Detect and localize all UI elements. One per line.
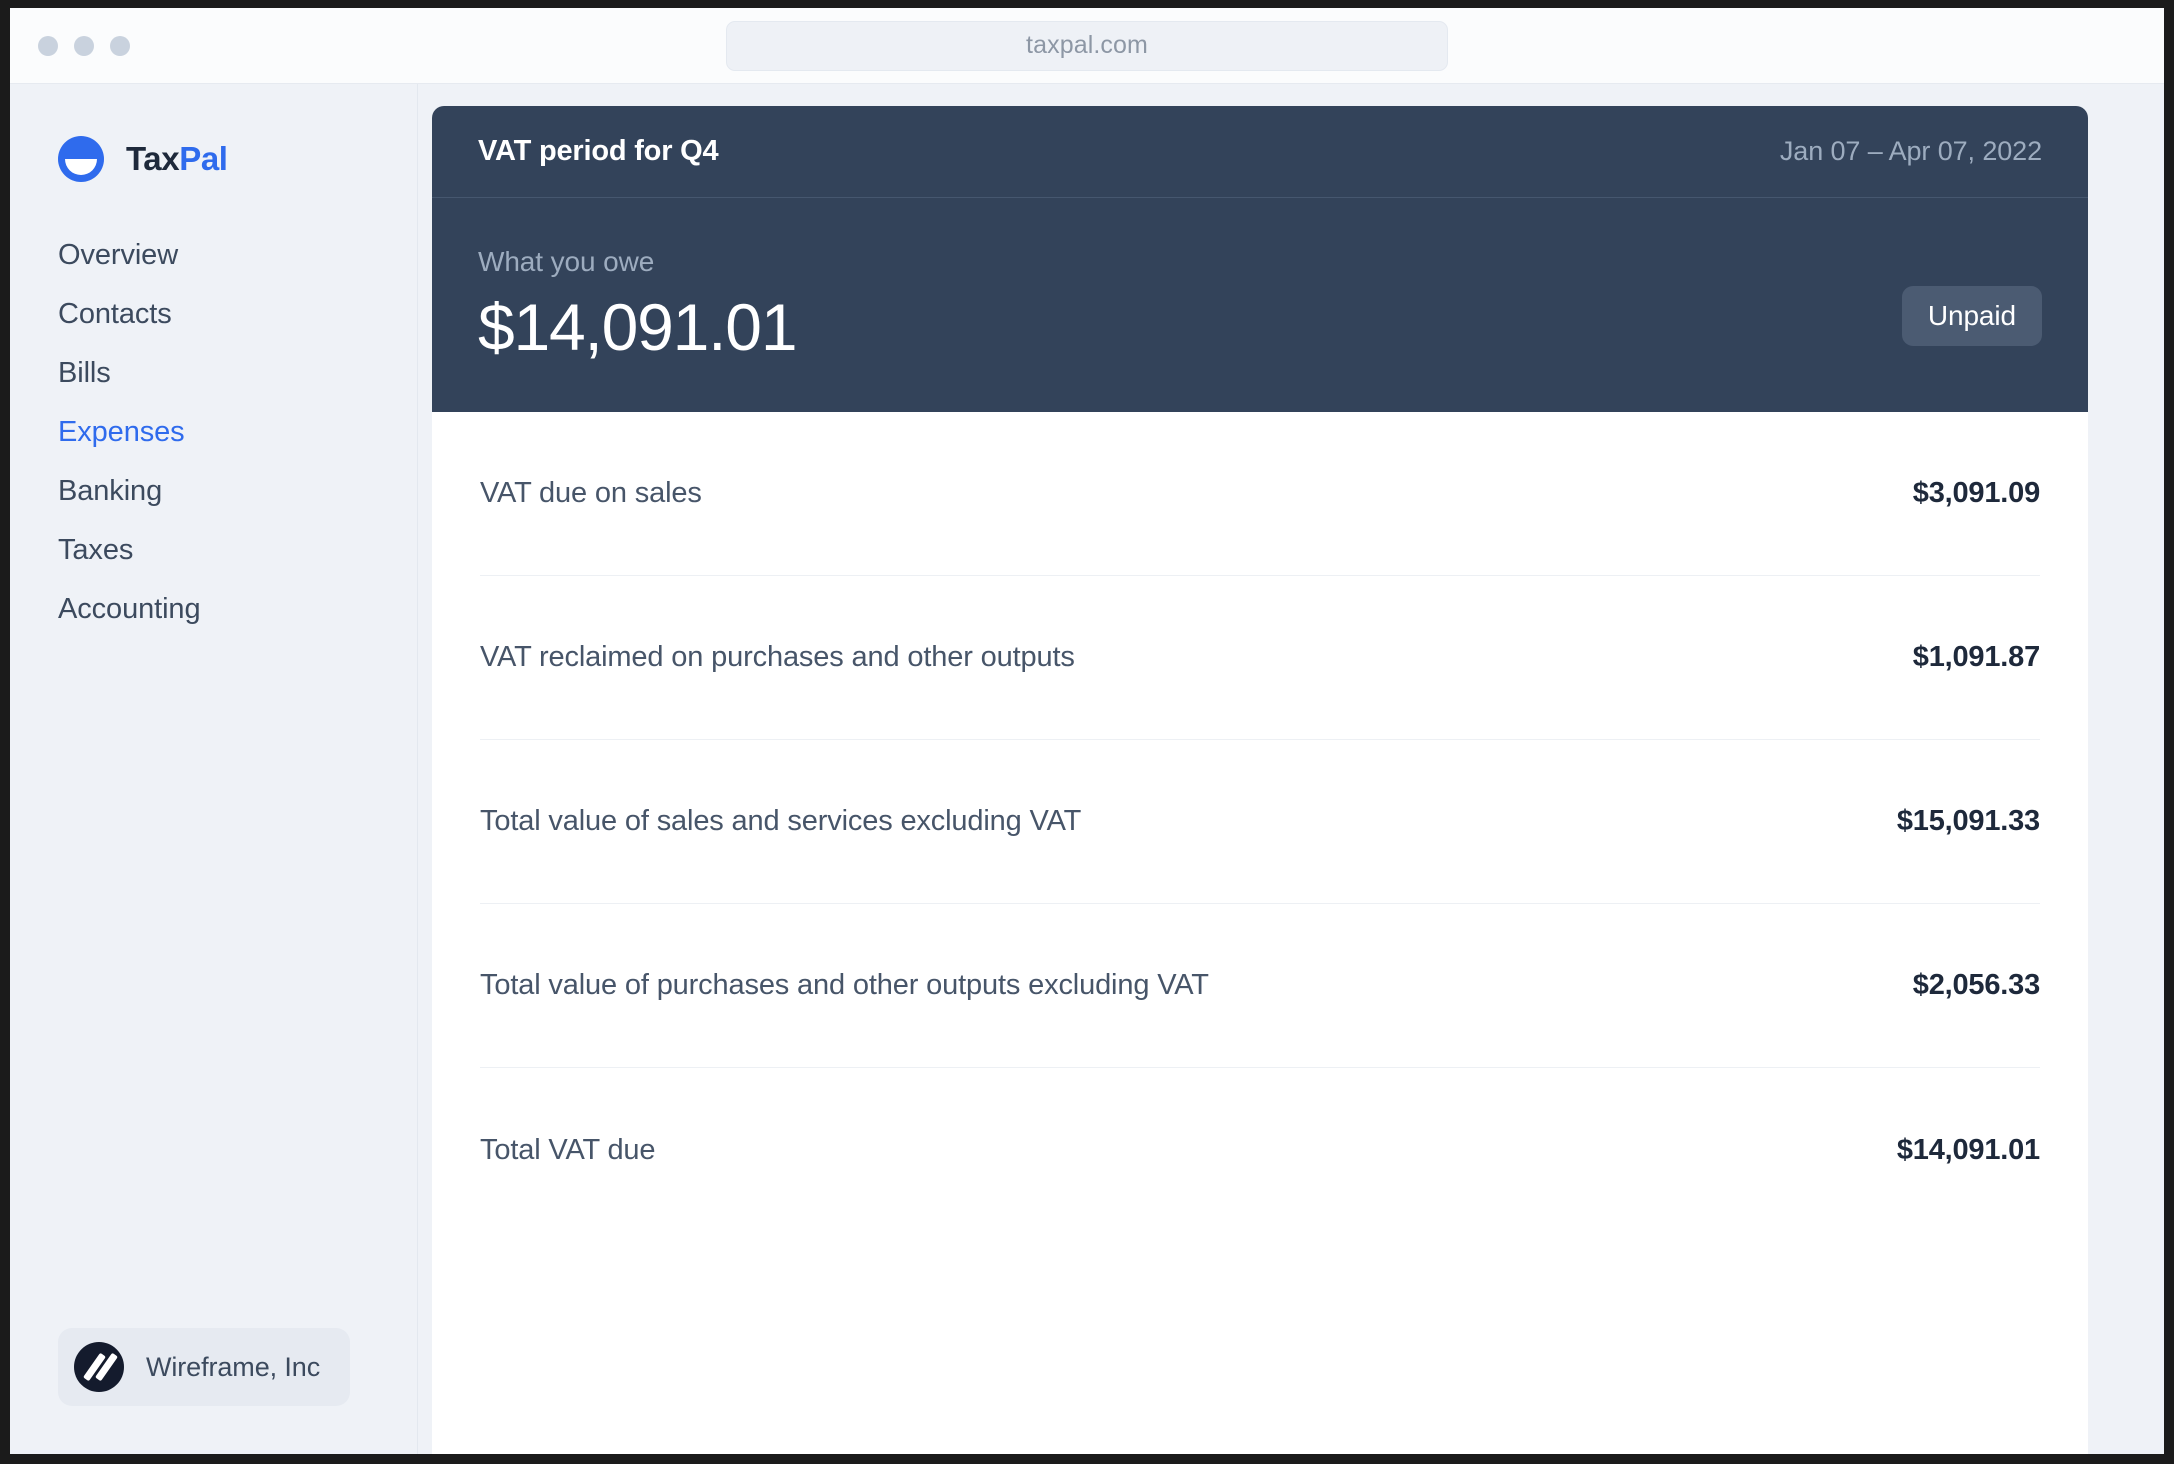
org-switcher[interactable]: Wireframe, Inc xyxy=(58,1328,351,1406)
maximize-window-icon[interactable] xyxy=(110,35,130,56)
row-label: VAT reclaimed on purchases and other out… xyxy=(480,641,1075,673)
vat-owed-block: What you owe $14,091.01 xyxy=(478,246,798,364)
table-row: Total VAT due $14,091.01 xyxy=(480,1068,2040,1232)
vat-date-range: Jan 07 – Apr 07, 2022 xyxy=(1779,136,2042,166)
sidebar-item-accounting[interactable]: Accounting xyxy=(58,593,201,625)
main-content: VAT period for Q4 Jan 07 – Apr 07, 2022 … xyxy=(418,84,2164,1454)
browser-window: taxpal.com TaxPal Overview Contacts Bill… xyxy=(10,8,2164,1454)
page-title: VAT period for Q4 xyxy=(478,135,719,167)
sidebar-item-banking[interactable]: Banking xyxy=(58,475,163,507)
vat-card-header: VAT period for Q4 Jan 07 – Apr 07, 2022 xyxy=(432,106,2088,198)
row-label: Total value of purchases and other outpu… xyxy=(480,969,1209,1001)
owed-label: What you owe xyxy=(478,246,655,277)
app-body: TaxPal Overview Contacts Bills Expenses … xyxy=(10,84,2164,1454)
row-value: $15,091.33 xyxy=(1896,805,2040,837)
brand-name-tax: Tax xyxy=(126,140,180,177)
vat-period-card: VAT period for Q4 Jan 07 – Apr 07, 2022 … xyxy=(432,106,2088,1454)
sidebar: TaxPal Overview Contacts Bills Expenses … xyxy=(10,84,418,1454)
sidebar-item-contacts[interactable]: Contacts xyxy=(58,298,172,330)
window-traffic-lights xyxy=(38,35,130,56)
vat-summary: What you owe $14,091.01 Unpaid xyxy=(432,198,2088,412)
sidebar-item-expenses[interactable]: Expenses xyxy=(58,416,185,448)
sidebar-footer: Wireframe, Inc xyxy=(10,1328,417,1454)
table-row: VAT due on sales $3,091.09 xyxy=(480,412,2040,576)
sidebar-item-taxes[interactable]: Taxes xyxy=(58,534,134,566)
brand-name: TaxPal xyxy=(126,140,228,178)
row-label: Total value of sales and services exclud… xyxy=(480,805,1082,837)
vat-breakdown-table: VAT due on sales $3,091.09 VAT reclaimed… xyxy=(432,412,2088,1454)
row-value: $14,091.01 xyxy=(1896,1133,2040,1166)
owed-amount: $14,091.01 xyxy=(478,290,798,364)
row-label: VAT due on sales xyxy=(480,477,702,509)
address-bar[interactable]: taxpal.com xyxy=(726,20,1448,71)
double-slash-avatar-icon xyxy=(74,1342,124,1392)
browser-titlebar: taxpal.com xyxy=(10,8,2164,84)
brand-logo[interactable]: TaxPal xyxy=(10,136,417,182)
close-window-icon[interactable] xyxy=(38,35,58,56)
row-value: $2,056.33 xyxy=(1912,969,2040,1001)
table-row: Total value of sales and services exclud… xyxy=(480,740,2040,904)
table-row: VAT reclaimed on purchases and other out… xyxy=(480,576,2040,740)
org-name: Wireframe, Inc xyxy=(146,1351,321,1382)
sidebar-item-overview[interactable]: Overview xyxy=(58,239,179,271)
row-value: $1,091.87 xyxy=(1912,641,2040,673)
sidebar-nav: Overview Contacts Bills Expenses Banking… xyxy=(10,226,417,639)
taxpal-circle-logo-icon xyxy=(58,136,104,182)
row-label: Total VAT due xyxy=(480,1133,656,1166)
row-value: $3,091.09 xyxy=(1912,477,2040,509)
minimize-window-icon[interactable] xyxy=(74,35,94,56)
brand-name-pal: Pal xyxy=(179,140,228,177)
address-bar-url: taxpal.com xyxy=(1026,31,1148,59)
sidebar-item-bills[interactable]: Bills xyxy=(58,357,111,389)
status-badge[interactable]: Unpaid xyxy=(1901,286,2042,346)
table-row: Total value of purchases and other outpu… xyxy=(480,904,2040,1068)
